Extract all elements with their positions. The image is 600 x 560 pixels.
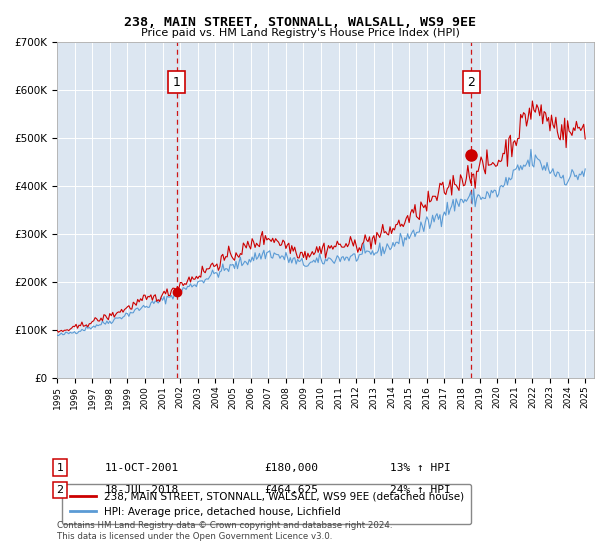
Text: 1: 1 — [56, 463, 64, 473]
Legend: 238, MAIN STREET, STONNALL, WALSALL, WS9 9EE (detached house), HPI: Average pric: 238, MAIN STREET, STONNALL, WALSALL, WS9… — [62, 484, 471, 524]
Text: 1: 1 — [173, 76, 181, 89]
Text: 2: 2 — [56, 485, 64, 495]
Text: 11-OCT-2001: 11-OCT-2001 — [105, 463, 179, 473]
Text: Contains HM Land Registry data © Crown copyright and database right 2024.
This d: Contains HM Land Registry data © Crown c… — [57, 521, 392, 540]
Text: 238, MAIN STREET, STONNALL, WALSALL, WS9 9EE: 238, MAIN STREET, STONNALL, WALSALL, WS9… — [124, 16, 476, 29]
Text: 13% ↑ HPI: 13% ↑ HPI — [390, 463, 451, 473]
Text: 18-JUL-2018: 18-JUL-2018 — [105, 485, 179, 495]
Text: 2: 2 — [467, 76, 475, 89]
Text: 24% ↑ HPI: 24% ↑ HPI — [390, 485, 451, 495]
Text: £464,625: £464,625 — [264, 485, 318, 495]
Text: £180,000: £180,000 — [264, 463, 318, 473]
Text: Price paid vs. HM Land Registry's House Price Index (HPI): Price paid vs. HM Land Registry's House … — [140, 28, 460, 38]
